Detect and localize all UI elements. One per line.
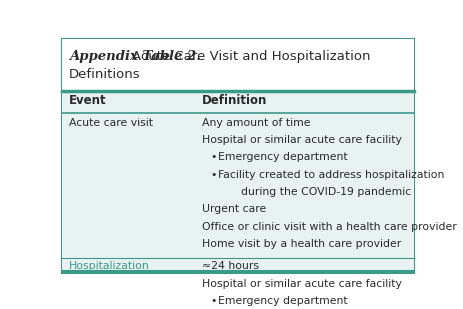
Text: •: • <box>210 296 217 306</box>
Text: during the COVID-19 pandemic: during the COVID-19 pandemic <box>240 187 410 197</box>
Text: Hospitalization: Hospitalization <box>69 261 149 271</box>
Text: Facility created to address hospitalization: Facility created to address hospitalizat… <box>218 170 444 180</box>
Text: Emergency department: Emergency department <box>218 152 347 162</box>
Text: Acute care visit: Acute care visit <box>69 117 152 128</box>
Text: Definition: Definition <box>201 94 267 107</box>
Text: Appendix Table 2.: Appendix Table 2. <box>69 50 200 63</box>
Text: Acute Care Visit and Hospitalization: Acute Care Visit and Hospitalization <box>131 50 369 63</box>
Text: Home visit by a health care provider: Home visit by a health care provider <box>201 239 400 249</box>
Bar <box>62 91 413 271</box>
Text: •: • <box>210 152 217 162</box>
Text: Emergency department: Emergency department <box>218 296 347 306</box>
Text: Office or clinic visit with a health care provider: Office or clinic visit with a health car… <box>201 222 456 232</box>
Text: ≈24 hours: ≈24 hours <box>201 261 258 271</box>
Text: Urgent care: Urgent care <box>201 204 265 214</box>
Bar <box>62 40 413 91</box>
Text: Hospital or similar acute care facility: Hospital or similar acute care facility <box>201 279 401 289</box>
Text: Any amount of time: Any amount of time <box>201 117 310 128</box>
Text: Definitions: Definitions <box>69 69 140 82</box>
Text: •: • <box>210 170 217 180</box>
Text: Hospital or similar acute care facility: Hospital or similar acute care facility <box>201 135 401 145</box>
Text: Event: Event <box>69 94 106 107</box>
